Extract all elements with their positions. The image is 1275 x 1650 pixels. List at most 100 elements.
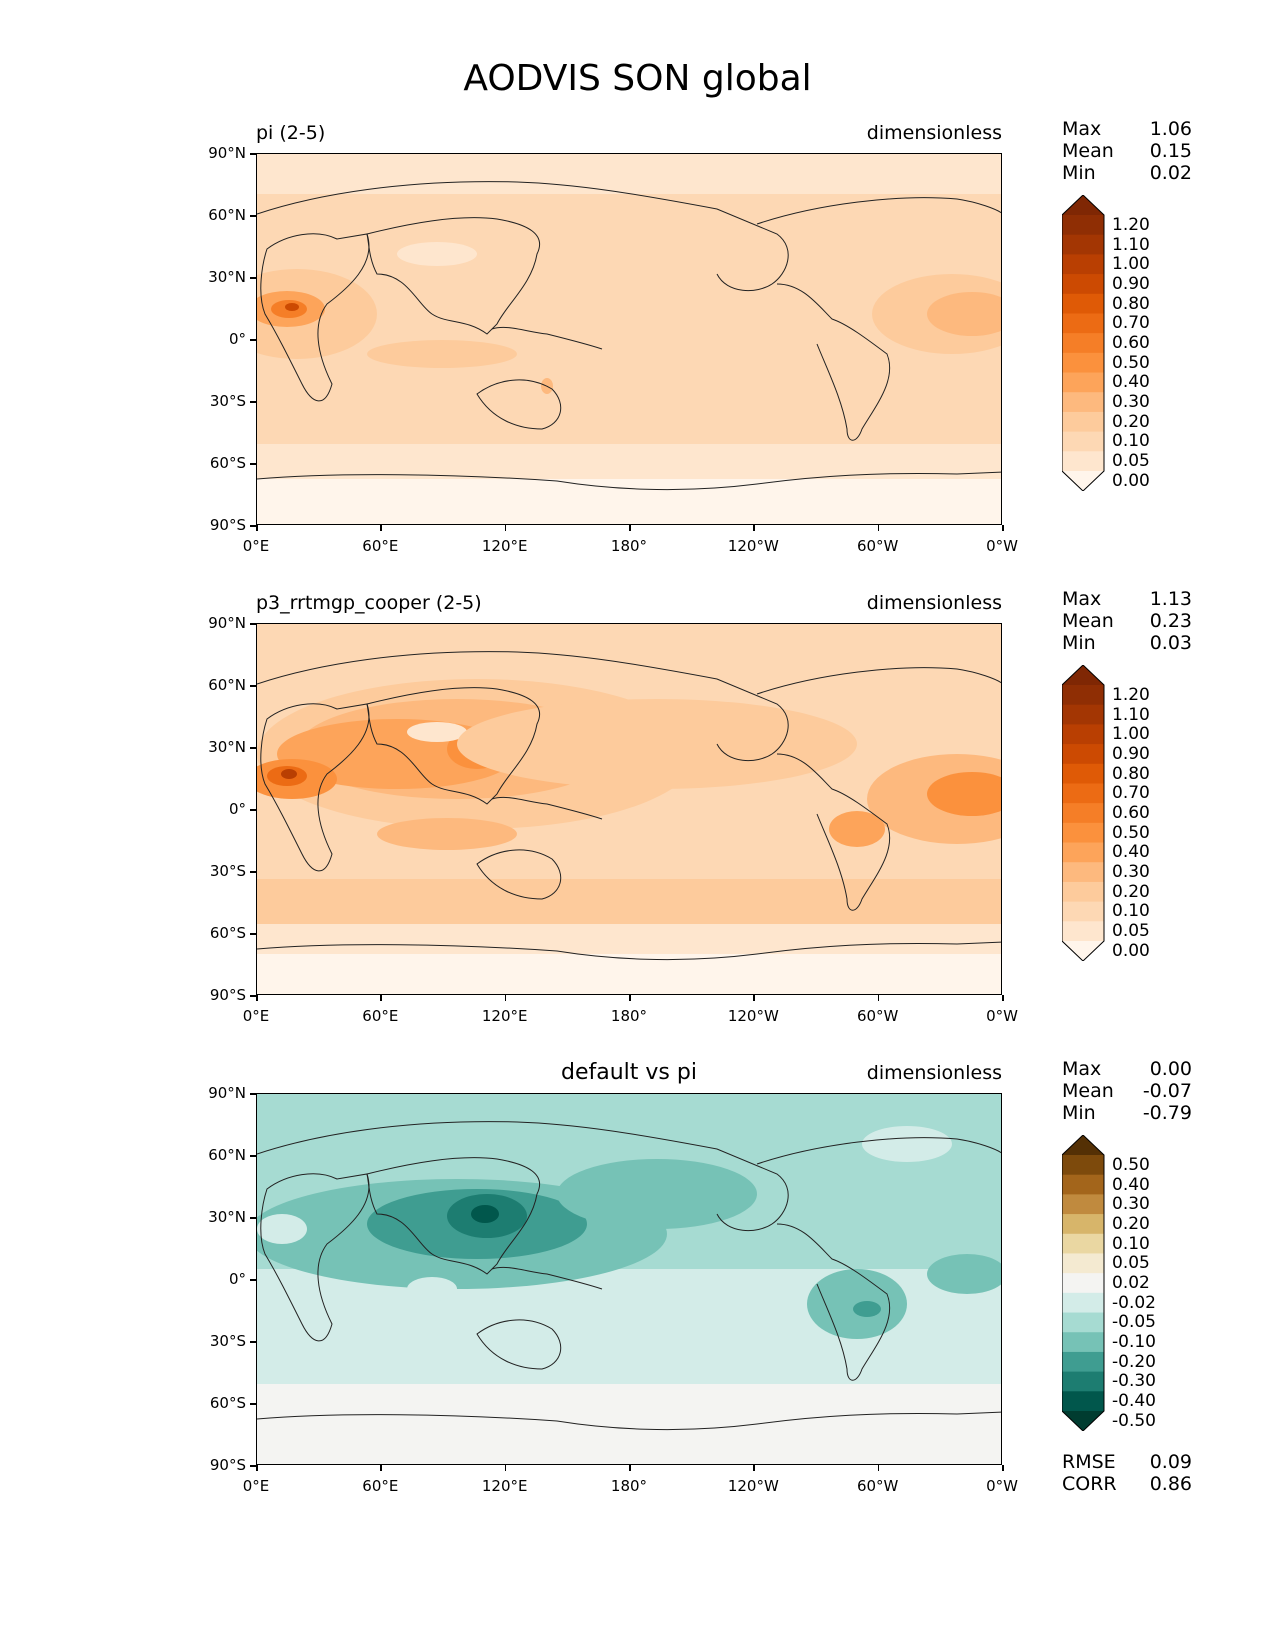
lat-tick-label: 60°S: [209, 924, 246, 942]
panel-2-map[interactable]: [256, 623, 1002, 995]
lat-tick-label: 30°S: [209, 392, 246, 410]
colorbar-tick-label: 0.50: [1112, 822, 1150, 843]
lat-tick: [250, 153, 256, 155]
colorbar-tick-label: 0.70: [1112, 783, 1150, 804]
colorbar-tick-label: 0.40: [1112, 372, 1150, 393]
stat-row: Min 0.02: [1062, 162, 1192, 184]
lon-tick: [256, 1465, 258, 1471]
colorbar-tick-label: 0.10: [1112, 901, 1150, 922]
lon-tick: [504, 525, 507, 531]
colorbar-tick-label: 0.02: [1112, 1273, 1150, 1293]
lon-tick-label: 0°E: [242, 1477, 270, 1495]
lon-tick-label: 180°: [610, 537, 648, 555]
colorbar-tick-label: 0.60: [1112, 333, 1150, 353]
colorbar: [1062, 665, 1105, 961]
colorbar-band: [1062, 411, 1104, 433]
colorbar-outline: [1062, 1135, 1105, 1431]
colorbar-band: [1062, 1233, 1104, 1254]
colorbar-band: [1062, 1391, 1104, 1412]
colorbar-tick-label: 1.00: [1112, 724, 1150, 745]
colorbar-tick-label: -0.20: [1112, 1351, 1156, 1372]
lon-tick-label: 0°W: [986, 1477, 1018, 1495]
colorbar-tick-label: 0.20: [1112, 881, 1150, 902]
colorbar-tick-label: 0.70: [1112, 313, 1150, 334]
colorbar-band: [1062, 1174, 1104, 1195]
colorbar-tick-label: 0.30: [1112, 1194, 1150, 1215]
colorbar-tick-label: 0.80: [1112, 763, 1150, 784]
colorbar-band: [1062, 254, 1104, 275]
colorbar-outline: [1062, 665, 1105, 961]
colorbar-tick-label: 0.00: [1112, 470, 1150, 491]
colorbar-tick-label: 0.40: [1112, 842, 1150, 863]
stats-block: Max 1.13 Mean 0.23 Min 0.03: [1062, 588, 1192, 654]
colorbar-tick-label: 0.20: [1112, 411, 1150, 432]
lon-tick-label: 0°W: [986, 537, 1018, 555]
lon-tick-label: 180°: [610, 1007, 648, 1025]
lon-tick: [877, 525, 880, 531]
stat-name: RMSE: [1062, 1451, 1116, 1473]
lon-tick: [504, 995, 507, 1001]
lon-tick-label: 0°W: [986, 1007, 1018, 1025]
panel-2-units: dimensionless: [866, 592, 1002, 614]
stat-value: -0.79: [1142, 1102, 1192, 1124]
colorbar-tick-label: -0.02: [1112, 1292, 1156, 1313]
colorbar-tick-label: 0.10: [1112, 431, 1150, 452]
panel-1-map[interactable]: [256, 153, 1002, 525]
lat-tick-label: 0°: [228, 330, 246, 348]
stat-name: Mean: [1062, 140, 1114, 162]
colorbar-band: [1062, 901, 1104, 922]
panel-1-coastlines: [257, 181, 1001, 491]
lat-tick-label: 30°S: [209, 862, 246, 880]
colorbar-band: [1062, 685, 1104, 706]
lat-tick-label: 90°N: [208, 614, 246, 632]
lat-tick-label: 30°N: [208, 1208, 246, 1226]
lat-tick: [250, 623, 256, 625]
colorbar-band: [1062, 1312, 1104, 1333]
panel-2-coastlines: [257, 651, 1001, 961]
colorbar-svg: [1062, 195, 1105, 491]
lat-tick: [250, 1093, 256, 1095]
stat-row: Max 1.06: [1062, 118, 1192, 140]
colorbar-svg: [1062, 1135, 1105, 1431]
stat-row: Mean -0.07: [1062, 1080, 1192, 1102]
stat-name: CORR: [1062, 1473, 1117, 1495]
stat-name: Mean: [1062, 610, 1114, 632]
lon-tick: [380, 525, 382, 531]
lat-tick-label: 30°N: [208, 268, 246, 286]
lon-tick: [753, 525, 755, 531]
colorbar-band: [1062, 1214, 1104, 1235]
colorbar-tick-label: 0.40: [1112, 1174, 1150, 1195]
stat-row: Max 0.00: [1062, 1058, 1192, 1080]
colorbar-band: [1062, 1351, 1104, 1373]
colorbar-tick-label: 0.30: [1112, 392, 1150, 413]
panel-3-coastlines: [257, 1121, 1001, 1431]
colorbar-extend-top: [1062, 1135, 1104, 1155]
stat-value: 0.00: [1149, 1058, 1192, 1080]
lat-tick: [250, 1465, 256, 1467]
colorbar-tick-label: 0.00: [1112, 940, 1150, 961]
stat-row: Min -0.79: [1062, 1102, 1192, 1124]
colorbar-band: [1062, 744, 1104, 765]
colorbar-tick-label: 1.00: [1112, 254, 1150, 275]
figure-title: AODVIS SON global: [463, 58, 812, 99]
lon-tick: [380, 995, 382, 1001]
stat-value: 0.86: [1149, 1473, 1192, 1495]
colorbar-band: [1062, 293, 1104, 314]
lon-tick-label: 60°W: [856, 537, 899, 555]
lat-tick: [250, 339, 256, 341]
colorbar-band: [1062, 1332, 1104, 1353]
lat-tick-label: 60°N: [208, 206, 246, 224]
lat-tick-label: 90°S: [209, 986, 246, 1004]
lon-tick-label: 120°W: [727, 1477, 779, 1495]
colorbar-band: [1062, 842, 1104, 863]
colorbar-band: [1062, 451, 1104, 472]
colorbar-band: [1062, 704, 1104, 725]
panel-3-map[interactable]: [256, 1093, 1002, 1465]
lat-tick: [250, 215, 256, 217]
stat-row: Max 1.13: [1062, 588, 1192, 610]
lon-tick-label: 60°W: [856, 1007, 899, 1025]
colorbar-band: [1062, 724, 1104, 745]
lon-tick: [1002, 1465, 1004, 1471]
stat-row: Mean 0.15: [1062, 140, 1192, 162]
lon-tick: [629, 525, 631, 531]
